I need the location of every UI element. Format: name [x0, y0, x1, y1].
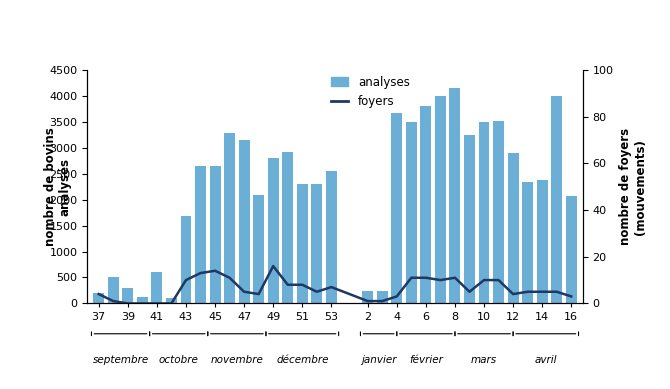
Bar: [537, 180, 547, 303]
Bar: [464, 135, 475, 303]
Bar: [478, 122, 490, 303]
Bar: [137, 297, 148, 303]
Bar: [508, 153, 519, 303]
Text: décembre: décembre: [276, 355, 328, 365]
Bar: [551, 96, 562, 303]
Text: avril: avril: [535, 355, 557, 365]
Bar: [195, 166, 206, 303]
Text: novembre: novembre: [210, 355, 263, 365]
Bar: [326, 171, 337, 303]
Bar: [108, 277, 119, 303]
Bar: [391, 112, 402, 303]
Text: septembre: septembre: [92, 355, 149, 365]
Bar: [224, 133, 235, 303]
Legend: analyses, foyers: analyses, foyers: [326, 71, 415, 112]
Bar: [362, 291, 373, 303]
Bar: [566, 196, 577, 303]
Bar: [210, 166, 220, 303]
Y-axis label: nombre de foyers
(mouvements): nombre de foyers (mouvements): [619, 128, 647, 245]
Bar: [151, 272, 162, 303]
Text: mars: mars: [471, 355, 497, 365]
Bar: [268, 158, 279, 303]
Bar: [522, 182, 533, 303]
Bar: [166, 298, 177, 303]
Bar: [435, 96, 446, 303]
Bar: [282, 152, 293, 303]
Bar: [180, 216, 192, 303]
Text: février: février: [409, 355, 443, 365]
Bar: [123, 288, 133, 303]
Bar: [450, 88, 460, 303]
Bar: [297, 184, 308, 303]
Bar: [420, 106, 431, 303]
Bar: [239, 140, 250, 303]
Bar: [406, 122, 417, 303]
Bar: [312, 184, 322, 303]
Text: janvier: janvier: [361, 355, 397, 365]
Bar: [493, 121, 504, 303]
Y-axis label: nombre de bovins
analysés: nombre de bovins analysés: [44, 127, 72, 246]
Text: octobre: octobre: [159, 355, 198, 365]
Bar: [377, 291, 388, 303]
Bar: [253, 194, 264, 303]
Bar: [93, 293, 104, 303]
